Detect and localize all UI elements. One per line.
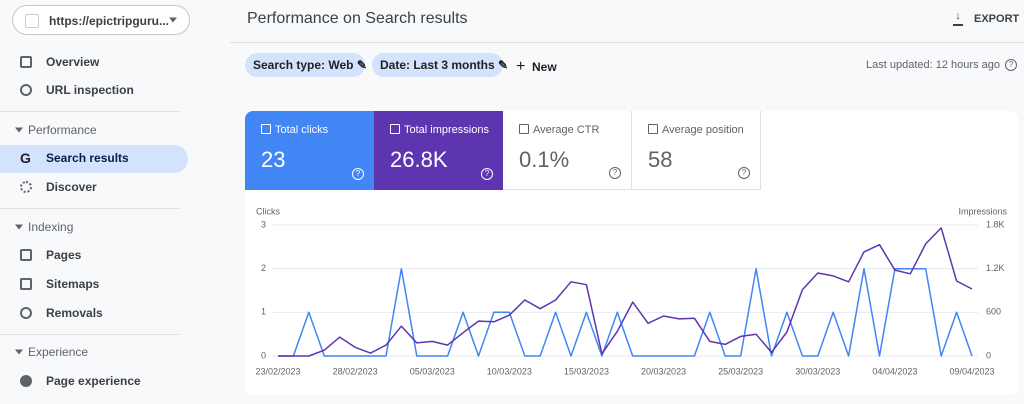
chip-text: Search type: Web [253, 58, 354, 72]
metric-label: Average CTR [533, 124, 600, 136]
y2-tick-label: 1.2K [986, 263, 1005, 273]
x-tick-label: 28/02/2023 [333, 366, 378, 376]
x-tick-label: 04/04/2023 [872, 366, 917, 376]
nav-item[interactable]: Removals [46, 306, 103, 320]
new-button[interactable]: + New [516, 58, 557, 75]
metric-label: Total impressions [404, 124, 489, 136]
nav-item[interactable]: URL inspection [46, 83, 134, 97]
metric-card[interactable]: Total impressions 26.8K? [374, 111, 503, 190]
y2-tick-label: 1.8K [986, 219, 1005, 229]
series-line [278, 227, 973, 357]
experience-icon [20, 375, 32, 387]
nav-item[interactable]: Search results [46, 151, 129, 165]
page-title: Performance on Search results [247, 10, 468, 27]
new-label: New [532, 60, 557, 74]
y-tick-label: 3 [261, 219, 266, 229]
search-icon [20, 84, 32, 96]
series-line [278, 267, 973, 357]
nav-item[interactable]: Overview [46, 55, 100, 69]
discover-icon [20, 181, 32, 193]
site-icon [25, 14, 39, 28]
help-icon: ? [352, 168, 364, 180]
checkbox [519, 124, 529, 134]
export-button[interactable]: EXPORT [974, 13, 1020, 25]
checkbox [648, 124, 658, 134]
nav-item[interactable]: Page experience [46, 374, 141, 388]
help-icon[interactable]: ? [1005, 59, 1017, 71]
home-icon [20, 56, 32, 68]
y2-tick-label: 600 [986, 307, 1001, 317]
metric-label: Average position [662, 124, 744, 136]
nav-item: G [20, 150, 31, 166]
y2-tick-label: 0 [986, 350, 991, 360]
nav-item[interactable]: Discover [46, 180, 97, 194]
pages-icon [20, 249, 32, 261]
y-tick-label: 0 [261, 350, 266, 360]
help-icon: ? [738, 167, 750, 179]
metric-card[interactable]: Average CTR 0.1%? [503, 111, 632, 190]
checkbox [261, 124, 271, 134]
filter-chip[interactable]: Search type: Web ✎ [245, 53, 367, 77]
y2-axis-title: Impressions [958, 206, 1007, 216]
filter-chip[interactable]: Date: Last 3 months ✎ [372, 53, 508, 77]
metric-value: 58 [648, 147, 673, 172]
section-title[interactable]: Experience [28, 345, 89, 359]
x-tick-label: 10/03/2023 [487, 366, 532, 376]
metric-value: 0.1% [519, 147, 570, 172]
section-title[interactable]: Performance [28, 123, 97, 137]
divider [0, 111, 180, 112]
sitemaps-icon [20, 278, 32, 290]
divider [0, 208, 180, 209]
help-icon: ? [609, 167, 621, 179]
y-tick-label: 2 [261, 263, 266, 273]
metric-label: Total clicks [275, 124, 329, 136]
chip-text: Date: Last 3 months [380, 58, 495, 72]
section-title[interactable]: Indexing [28, 220, 74, 234]
checkbox [390, 124, 400, 134]
dropdown-arrow [169, 17, 177, 23]
x-tick-label: 20/03/2023 [641, 366, 686, 376]
last-updated: Last updated: 12 hours ago [866, 59, 1000, 71]
collapse-arrow [15, 349, 23, 355]
x-tick-label: 15/03/2023 [564, 366, 609, 376]
x-tick-label: 25/03/2023 [718, 366, 763, 376]
x-tick-label: 30/03/2023 [795, 366, 840, 376]
x-tick-label: 09/04/2023 [949, 366, 994, 376]
download-icon: ↓ [953, 11, 963, 26]
removals-icon [20, 307, 32, 319]
site-url: https://epictripguru... [49, 14, 169, 28]
metric-card[interactable]: Total clicks 23? [245, 111, 374, 190]
y-tick-label: 1 [261, 307, 266, 317]
divider [0, 334, 180, 335]
x-tick-label: 05/03/2023 [410, 366, 455, 376]
metric-value: 26.8K [390, 147, 448, 172]
site-selector[interactable]: https://epictripguru... [12, 5, 190, 35]
metric-value: 23 [261, 147, 286, 172]
nav-item[interactable]: Sitemaps [46, 277, 100, 291]
help-icon: ? [481, 168, 493, 180]
x-tick-label: 23/02/2023 [255, 366, 300, 376]
metric-card[interactable]: Average position 58? [632, 111, 761, 190]
divider [230, 42, 1024, 43]
active-item-bg [0, 145, 188, 173]
nav-item[interactable]: Pages [46, 248, 82, 262]
collapse-arrow [15, 224, 23, 230]
collapse-arrow [15, 127, 23, 133]
y-axis-title: Clicks [256, 206, 280, 216]
